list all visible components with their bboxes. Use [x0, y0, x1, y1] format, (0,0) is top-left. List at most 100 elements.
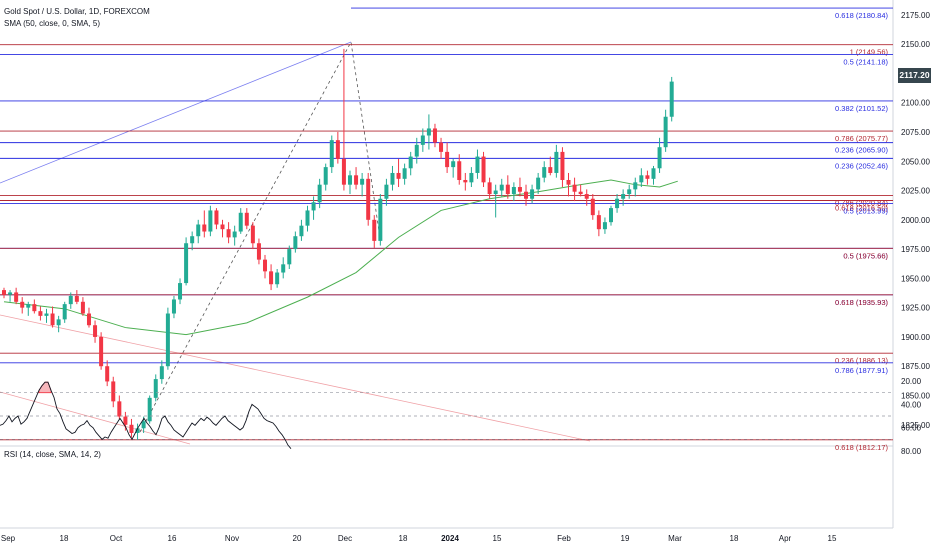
candle [451, 158, 456, 178]
candle [2, 287, 6, 299]
time-tick-label: Dec [338, 534, 352, 543]
fib-level-label: 0.5 (1975.66) [843, 251, 888, 260]
candle-body [402, 168, 407, 179]
candle-body [439, 142, 444, 152]
candle-body [341, 158, 346, 185]
candle [8, 290, 13, 302]
candle-body [171, 299, 176, 314]
candle-body [214, 210, 219, 225]
candle-body [74, 295, 79, 302]
candle-body [517, 187, 522, 192]
candle-body [305, 210, 310, 226]
candle [329, 135, 334, 173]
candle [445, 142, 450, 173]
candle-body [275, 272, 280, 285]
candle [184, 237, 189, 286]
candle-body [62, 304, 67, 320]
candle [469, 167, 474, 188]
price-tick-label: 1875.00 [901, 362, 930, 371]
time-tick-label: 18 [399, 534, 408, 543]
candle-body [554, 151, 559, 173]
candle-body [153, 379, 158, 398]
candle [165, 307, 170, 370]
candle-body [511, 187, 516, 195]
fib-level-label: 0.618 (1812.17) [835, 443, 888, 452]
candle [439, 137, 444, 159]
candle-body [256, 243, 261, 260]
rsi-pane[interactable]: 80.00 60.00 40.00 20.00 [0, 377, 922, 456]
candle [135, 423, 140, 440]
candle-body [627, 189, 632, 195]
candle-body [360, 178, 365, 185]
candle-body [32, 304, 37, 312]
candle-body [420, 135, 425, 145]
symbol-title[interactable]: Gold Spot / U.S. Dollar, 1D, FOREXCOM [4, 7, 150, 16]
rsi-indicator-label[interactable]: RSI (14, close, SMA, 14, 2) [4, 450, 101, 459]
candle [366, 172, 371, 226]
fib-levels[interactable]: 0.618 (2180.84) 1 (2149.56)0.5 (2141.18) 0… [0, 7, 893, 452]
candle-body [566, 179, 571, 185]
candle [147, 395, 152, 424]
price-axis[interactable]: 1825.00 1850.00 1875.00 1900.00 1925.00 1950.… [901, 11, 930, 430]
candle [32, 299, 37, 314]
candle-body [590, 198, 595, 216]
fib-level-label: 1 (2149.56) [850, 48, 889, 57]
candle [238, 208, 243, 234]
candle [214, 208, 219, 230]
candle-body [238, 212, 243, 232]
candle [360, 172, 365, 197]
candle [335, 131, 340, 164]
rsi-tick-label: 20.00 [901, 377, 922, 386]
candle [26, 301, 31, 316]
candle [420, 128, 425, 152]
fib-level-label: 0.786 (2075.77) [835, 134, 888, 143]
candle [396, 158, 401, 188]
candle-body [487, 182, 492, 195]
candle [256, 238, 261, 265]
candle [487, 177, 492, 199]
candle [511, 182, 516, 202]
candle-body [426, 128, 431, 136]
candle-body [2, 290, 6, 295]
candle-body [129, 424, 134, 433]
fib-level-label: 0.236 (2052.46) [835, 161, 888, 170]
candle [190, 231, 195, 251]
candle-body [651, 168, 656, 179]
candle [414, 137, 419, 164]
candle-body [596, 215, 601, 230]
candle-body [384, 184, 389, 199]
candle-body [396, 172, 401, 179]
price-tick-label: 2000.00 [901, 216, 930, 225]
candle-body [178, 283, 183, 300]
candle [499, 178, 504, 197]
candle-body [335, 140, 340, 159]
price-tick-label: 1900.00 [901, 333, 930, 342]
candle-body [165, 313, 170, 367]
candle [621, 189, 626, 206]
candle-body [572, 184, 577, 192]
rsi-tick-label: 80.00 [901, 447, 922, 456]
candle [269, 264, 274, 291]
candles[interactable] [2, 48, 674, 440]
candle [153, 374, 158, 402]
price-tick-label: 2175.00 [901, 11, 930, 20]
candle-body [584, 194, 589, 199]
candle-body [56, 319, 61, 326]
candle-body [293, 236, 298, 250]
candle [578, 184, 583, 197]
sma-indicator-label[interactable]: SMA (50, close, 0, SMA, 5) [4, 19, 101, 28]
fib-level-label: 0.618 (1935.93) [835, 298, 888, 307]
candle-body [323, 167, 328, 185]
candle [202, 210, 207, 238]
candle-body [505, 184, 510, 195]
time-axis[interactable]: Sep 18 Oct 16 Nov 20 Dec 18 2024 15 Feb 19 Mar 18 Apr 1… [1, 534, 837, 543]
candle-body [372, 219, 377, 241]
grid [0, 0, 894, 529]
price-tick-label: 1825.00 [901, 421, 930, 430]
candle [530, 184, 535, 204]
candle-body [299, 225, 304, 237]
price-tick-label: 2150.00 [901, 40, 930, 49]
candle [426, 114, 431, 150]
candle [281, 257, 286, 279]
